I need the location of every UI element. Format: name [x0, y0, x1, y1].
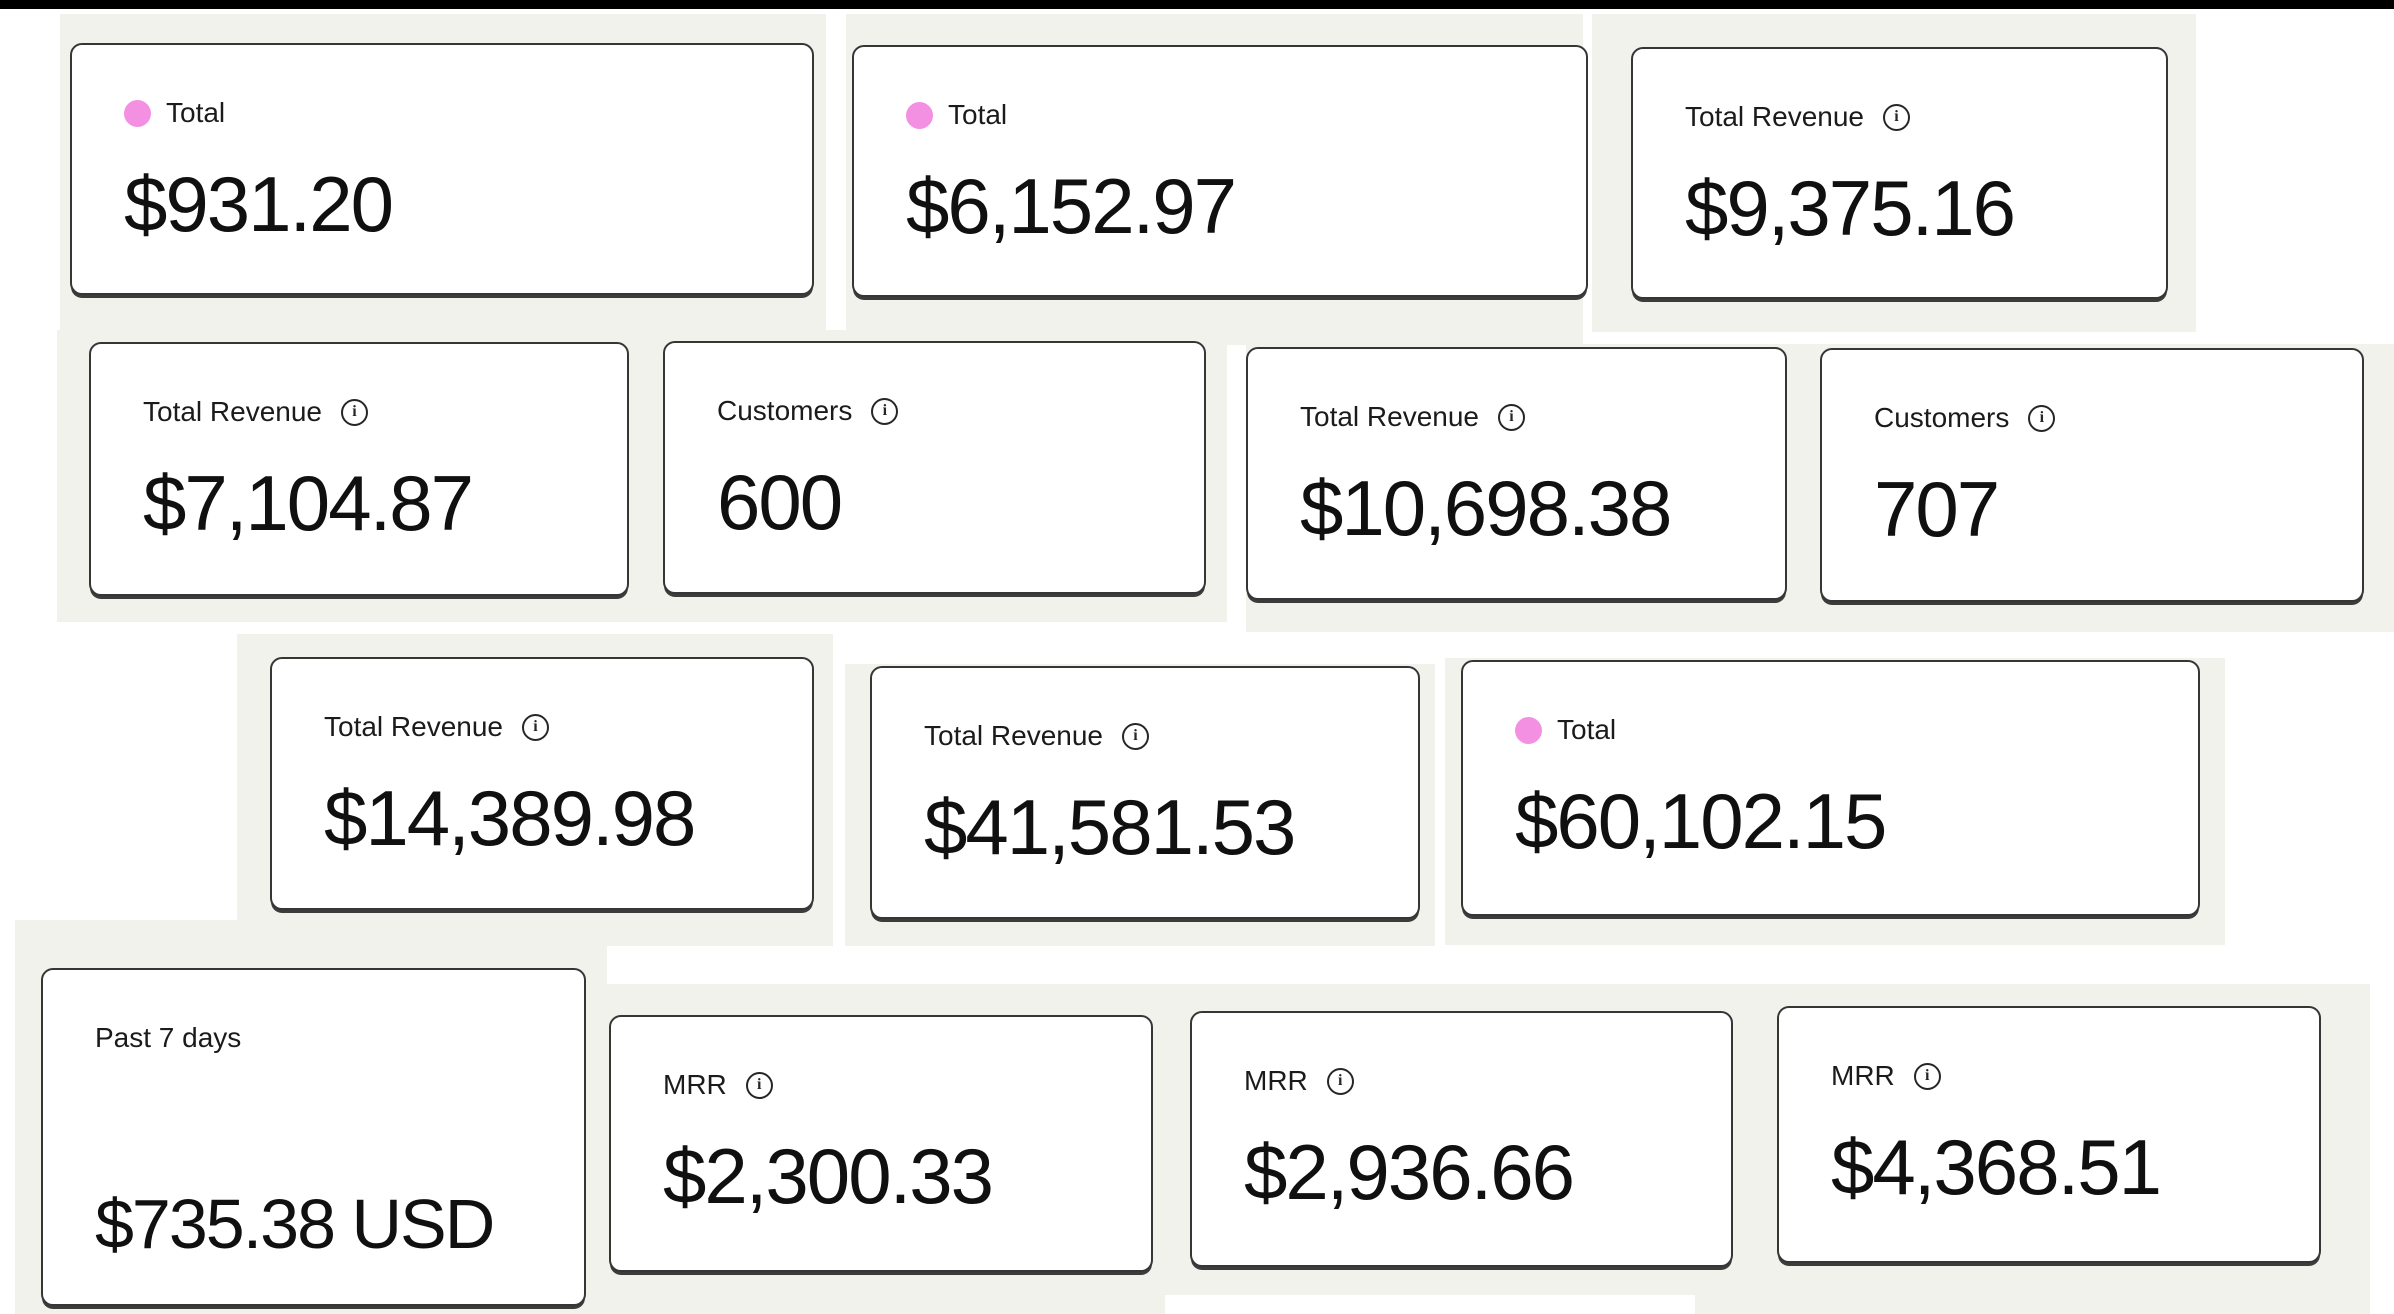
top-black-bar — [0, 0, 2394, 9]
series-color-dot — [124, 99, 151, 127]
metric-label: Total Revenue — [924, 720, 1104, 751]
metric-label: MRR — [663, 1069, 727, 1100]
metric-value: $2,300.33 — [663, 1132, 994, 1220]
info-icon[interactable]: i — [522, 713, 550, 741]
white-notch-bottom — [1165, 1295, 1695, 1314]
metric-value: $6,152.97 — [906, 162, 1237, 250]
metric-card-total-revenue-5: Total Revenue i $41,581.53 — [870, 666, 1420, 919]
metric-label-row: Total — [1515, 714, 2146, 746]
info-icon-glyph: i — [533, 718, 538, 735]
info-icon-glyph: i — [1894, 108, 1899, 125]
metric-value: $7,104.87 — [143, 459, 474, 547]
metric-label-row: Past 7 days — [95, 1022, 532, 1054]
info-icon-glyph: i — [2039, 409, 2045, 426]
metric-label: Total — [166, 97, 226, 128]
metric-label: Customers — [717, 395, 853, 426]
metric-value: $60,102.15 — [1515, 777, 1887, 865]
info-icon-glyph: i — [1509, 408, 1514, 425]
info-icon[interactable]: i — [1913, 1062, 1941, 1090]
info-icon-glyph: i — [882, 402, 888, 419]
metric-value: $931.20 — [124, 160, 394, 248]
info-icon[interactable]: i — [1122, 722, 1150, 750]
metric-value: $14,389.98 — [324, 774, 696, 862]
metric-label-row: MRR i — [1831, 1060, 2267, 1092]
metric-card-past-7-days: Past 7 days $735.38 USD — [41, 968, 586, 1306]
metric-label: Total — [1557, 714, 1617, 745]
metric-label: Past 7 days — [95, 1022, 242, 1053]
metric-label-row: Total Revenue i — [1685, 101, 2114, 133]
metric-label: Total Revenue — [1300, 401, 1480, 432]
info-icon[interactable]: i — [745, 1071, 773, 1099]
info-icon[interactable]: i — [1326, 1067, 1354, 1095]
series-color-dot — [906, 101, 933, 129]
metric-label-row: Total — [124, 97, 760, 129]
info-icon[interactable]: i — [1498, 403, 1526, 431]
info-icon[interactable]: i — [341, 398, 369, 426]
info-icon-glyph: i — [757, 1076, 762, 1093]
metric-label: Total — [948, 99, 1008, 130]
metric-label: MRR — [1244, 1065, 1308, 1096]
metric-label-row: Total — [906, 99, 1534, 131]
metric-card-mrr-2: MRR i $2,936.66 — [1190, 1011, 1733, 1267]
metric-card-total-2: Total $6,152.97 — [852, 45, 1588, 297]
metric-label-row: MRR i — [663, 1069, 1099, 1101]
metric-label-row: Total Revenue i — [324, 711, 760, 743]
metric-label: Total Revenue — [1685, 101, 1865, 132]
info-icon[interactable]: i — [871, 397, 899, 425]
metric-label: Customers — [1874, 402, 2010, 433]
metric-value: $735.38 USD — [95, 1185, 495, 1263]
metric-card-total-revenue-4: Total Revenue i $14,389.98 — [270, 657, 814, 910]
metric-card-customers-2: Customers i 707 — [1820, 348, 2364, 602]
metric-card-total-revenue-2: Total Revenue i $7,104.87 — [89, 342, 629, 596]
metric-value: $41,581.53 — [924, 783, 1296, 871]
metric-label-row: MRR i — [1244, 1065, 1679, 1097]
info-icon[interactable]: i — [1883, 103, 1911, 131]
metric-card-total-revenue-1: Total Revenue i $9,375.16 — [1631, 47, 2168, 299]
metric-label-row: Total Revenue i — [1300, 401, 1733, 433]
metric-label: MRR — [1831, 1060, 1895, 1091]
metric-card-total-3: Total $60,102.15 — [1461, 660, 2200, 916]
info-icon-glyph: i — [352, 403, 357, 420]
metric-value: 600 — [717, 458, 843, 546]
metric-card-customers-1: Customers i 600 — [663, 341, 1206, 594]
metric-label-row: Total Revenue i — [143, 396, 575, 428]
series-color-dot — [1515, 716, 1542, 744]
metric-label-row: Customers i — [1874, 402, 2310, 434]
metric-card-mrr-3: MRR i $4,368.51 — [1777, 1006, 2321, 1263]
metric-card-mrr-1: MRR i $2,300.33 — [609, 1015, 1153, 1272]
metric-value: $4,368.51 — [1831, 1123, 2162, 1211]
metric-value: 707 — [1874, 465, 2000, 553]
metric-card-total-revenue-3: Total Revenue i $10,698.38 — [1246, 347, 1787, 600]
metric-label: Total Revenue — [324, 711, 504, 742]
metric-card-total-1: Total $931.20 — [70, 43, 814, 295]
metric-value: $10,698.38 — [1300, 464, 1672, 552]
metric-label-row: Customers i — [717, 395, 1152, 427]
metric-label-row: Total Revenue i — [924, 720, 1366, 752]
metric-value: $9,375.16 — [1685, 164, 2016, 252]
info-icon-glyph: i — [1133, 727, 1138, 744]
metric-value: $2,936.66 — [1244, 1128, 1575, 1216]
info-icon[interactable]: i — [2028, 404, 2056, 432]
metric-label: Total Revenue — [143, 396, 323, 427]
info-icon-glyph: i — [1338, 1072, 1343, 1089]
info-icon-glyph: i — [1925, 1067, 1930, 1084]
